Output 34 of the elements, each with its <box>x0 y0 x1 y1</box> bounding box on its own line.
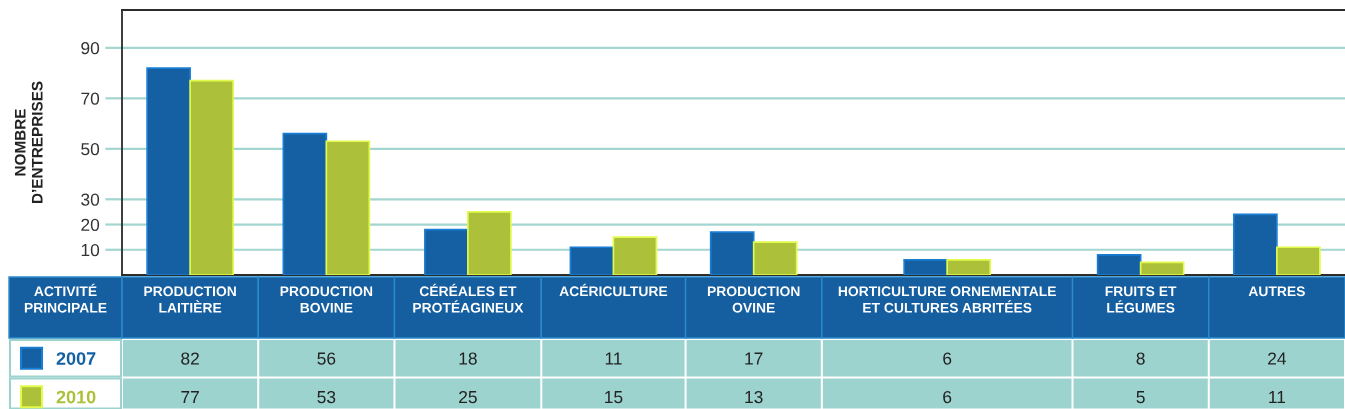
x-axis-title: ACTIVITÉ PRINCIPALE <box>24 283 107 313</box>
y-tick-label: 20 <box>81 218 100 231</box>
x-tick-label: CÉRÉALES ET PROTÉAGINEUX <box>413 283 524 313</box>
y-tick-label: 70 <box>81 92 100 105</box>
data-label: 56 <box>317 352 336 365</box>
y-tick-label: 30 <box>81 193 100 206</box>
x-tick-label: HORTICULTURE ORNEMENTALE ET CULTURES ABRITÉES <box>838 286 1056 313</box>
data-label: 11 <box>605 352 622 365</box>
x-tick-label: ACÉRICULTURE <box>559 283 668 297</box>
x-tick-label: FRUITS ET LÉGUMES <box>1105 286 1177 313</box>
data-label: 77 <box>181 391 199 404</box>
x-tick-label: PRODUCTION LAITIÈRE <box>144 286 236 313</box>
y-tick-label: 10 <box>81 243 100 257</box>
x-tick-label: PRODUCTION BOVINE <box>280 286 373 313</box>
legend-label: 2007 <box>56 352 96 365</box>
data-label: 18 <box>459 352 477 365</box>
data-label: 25 <box>459 390 477 404</box>
data-label: 5 <box>1136 391 1145 404</box>
data-label: 11 <box>1269 391 1286 404</box>
data-label: 17 <box>745 352 763 365</box>
data-label: 15 <box>605 391 623 404</box>
data-label: 6 <box>943 352 952 365</box>
y-tick-label: 50 <box>81 142 100 156</box>
legend-label: 2010 <box>56 390 96 404</box>
data-label: 82 <box>181 352 199 365</box>
x-tick-label: PRODUCTION OVINE <box>707 286 800 313</box>
data-label: 13 <box>745 390 763 404</box>
data-label: 8 <box>1136 352 1145 365</box>
data-label: 53 <box>317 390 336 404</box>
data-label: 6 <box>943 390 952 404</box>
x-tick-label: AUTRES <box>1248 286 1305 297</box>
y-axis-title: NOMBRE D’ENTREPRISES <box>14 81 43 204</box>
data-label: 24 <box>1268 352 1287 365</box>
y-tick-label: 90 <box>81 42 100 55</box>
